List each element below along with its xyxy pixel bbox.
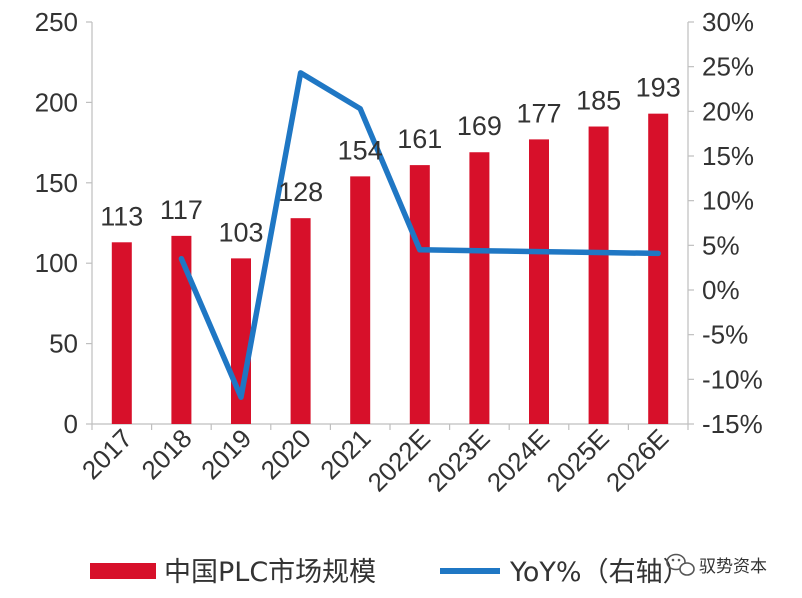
x-tick-label: 2018 xyxy=(136,423,198,485)
bar xyxy=(529,139,549,424)
legend-line-label: YoY%（右轴） xyxy=(509,557,690,588)
x-tick-label: 2024E xyxy=(481,423,555,497)
bar xyxy=(648,113,669,424)
bar-value-label: 177 xyxy=(516,98,561,128)
right-tick-label: 10% xyxy=(702,186,754,216)
right-tick-label: -5% xyxy=(702,320,748,350)
left-tick-label: 50 xyxy=(49,329,78,359)
left-tick-label: 0 xyxy=(64,409,78,439)
watermark: 驭势资本 xyxy=(666,553,767,577)
bar xyxy=(588,126,609,425)
x-tick-label: 2023E xyxy=(421,423,495,497)
bar-value-label: 117 xyxy=(160,195,203,225)
bar xyxy=(350,176,371,424)
bar-value-label: 154 xyxy=(338,135,383,165)
bar-value-label: 113 xyxy=(100,201,143,231)
bar xyxy=(409,165,430,424)
bar-value-label: 161 xyxy=(397,124,442,154)
watermark-text: 驭势资本 xyxy=(699,557,767,577)
legend-bar-swatch xyxy=(90,563,156,579)
right-tick-label: 15% xyxy=(702,141,754,171)
yoy-line xyxy=(178,70,661,400)
left-tick-label: 150 xyxy=(35,168,78,198)
left-tick-label: 100 xyxy=(35,248,78,278)
wechat-icon xyxy=(666,553,695,576)
x-tick-label: 2026E xyxy=(600,423,674,497)
bar xyxy=(469,152,490,425)
bar-value-label: 193 xyxy=(636,73,681,103)
bar xyxy=(171,235,192,424)
bar-value-label: 128 xyxy=(278,177,323,207)
legend-bar-label: 中国PLC市场规模 xyxy=(164,557,376,588)
right-tick-label: 0% xyxy=(702,275,740,305)
bar xyxy=(111,242,132,424)
bars xyxy=(111,113,669,425)
bar-value-label: 103 xyxy=(218,217,263,247)
bar xyxy=(290,218,311,424)
left-tick-label: 250 xyxy=(35,7,78,37)
right-tick-label: -10% xyxy=(702,364,763,394)
x-tick-label: 2022E xyxy=(362,423,436,497)
x-tick-label: 2025E xyxy=(540,423,614,497)
bar-value-label: 185 xyxy=(576,86,621,116)
legend: 中国PLC市场规模 YoY%（右轴） xyxy=(90,557,690,588)
x-tick-label: 2020 xyxy=(255,423,317,485)
x-tick-label: 2019 xyxy=(195,423,257,485)
right-tick-label: -15% xyxy=(702,409,763,439)
right-tick-label: 30% xyxy=(702,7,754,37)
left-tick-label: 200 xyxy=(35,87,78,117)
right-tick-label: 5% xyxy=(702,230,740,260)
yoy-series-line xyxy=(178,70,661,400)
data-labels: 113 117 103 128 154 161 169 177 185 193 xyxy=(100,73,680,248)
right-tick-label: 25% xyxy=(702,52,754,82)
bar-value-label: 169 xyxy=(457,111,502,141)
right-tick-label: 20% xyxy=(702,96,754,126)
x-tick-label: 2017 xyxy=(76,423,138,485)
